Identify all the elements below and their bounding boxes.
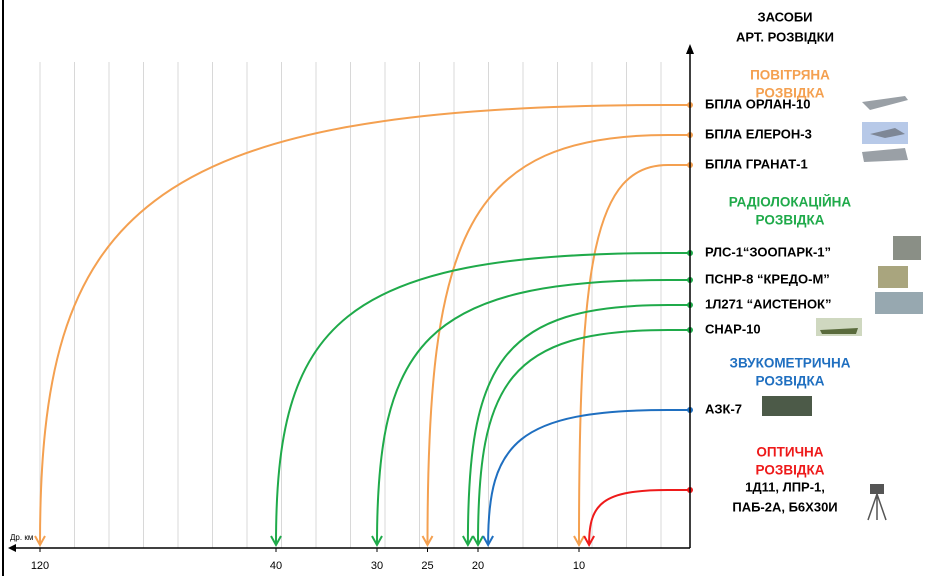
x-tick-label: 20 [472, 560, 484, 572]
item-label: РЛС-1“ЗООПАРК-1” [705, 244, 831, 259]
icon [762, 396, 812, 416]
item-label: АЗК-7 [705, 401, 742, 416]
icon [870, 484, 884, 494]
group-label: ЗВУКОМЕТРИЧНА [729, 356, 850, 371]
x-tick-label: 25 [421, 560, 433, 572]
group-label: ПОВІТРЯНА [750, 68, 830, 83]
range-curve [426, 134, 690, 545]
range-curve [578, 164, 690, 545]
icon [867, 493, 887, 521]
arrow-head [583, 535, 595, 548]
arrow-head [34, 535, 46, 548]
x-tick-label: 40 [270, 560, 282, 572]
range-curve [275, 252, 690, 545]
group-label: РОЗВІДКА [756, 463, 825, 478]
item-label: 1Д11, ЛПР-1, [745, 479, 825, 494]
arrow-head [371, 535, 383, 548]
group-label: ОПТИЧНА [756, 445, 823, 460]
icon [870, 128, 905, 138]
x-axis-arrow [8, 544, 16, 552]
x-axis-label: Др. км [10, 533, 33, 542]
arrow-head [462, 535, 474, 548]
group-label: РОЗВІДКА [756, 213, 825, 228]
arrow-head [421, 535, 434, 548]
grid [39, 62, 662, 548]
x-tick-label: 120 [31, 560, 49, 572]
range-curve [376, 279, 690, 545]
icon [862, 148, 908, 162]
arrow-head [472, 535, 484, 548]
item-label: БПЛА ОРЛАН-10 [705, 96, 810, 111]
x-tick-label: 10 [573, 560, 585, 572]
y-axis-arrow [686, 44, 694, 54]
group-label: РОЗВІДКА [756, 374, 825, 389]
curves [34, 102, 693, 548]
icons [762, 96, 923, 521]
item-label: БПЛА ЕЛЕРОН-3 [705, 126, 812, 141]
title-line: ЗАСОБИ [757, 9, 812, 24]
item-label: ПСНР-8 “КРЕДО-М” [705, 271, 830, 286]
arrow-head [573, 535, 585, 548]
range-curve [588, 489, 690, 545]
icon [878, 266, 908, 288]
arrow-head [270, 535, 282, 548]
range-curve [466, 304, 690, 545]
icon [862, 96, 908, 110]
range-curve [477, 329, 690, 545]
title-line: АРТ. РОЗВІДКИ [736, 29, 834, 44]
item-label: СНАР-10 [705, 321, 761, 336]
item-label: ПАБ-2А, Б6Х30И [732, 499, 837, 514]
range-curve [487, 409, 690, 545]
icon [820, 328, 858, 334]
item-label: БПЛА ГРАНАТ-1 [705, 156, 808, 171]
range-curve [39, 104, 690, 545]
icon [875, 292, 923, 314]
icon [893, 236, 921, 260]
group-label: РАДІОЛОКАЦІЙНА [729, 195, 852, 210]
item-label: 1Л271 “АИСТЕНОК” [705, 296, 832, 311]
ticks: 120 40 30 25 20 10 [31, 548, 585, 572]
group-label: РОЗВІДКА [756, 86, 825, 101]
arrow-head [482, 535, 494, 548]
x-tick-label: 30 [371, 560, 383, 572]
